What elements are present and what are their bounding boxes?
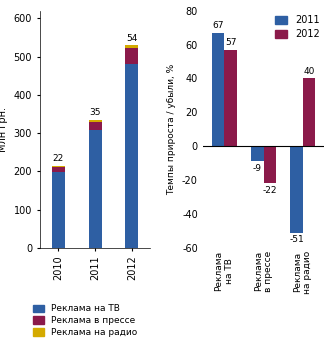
Legend: 2011, 2012: 2011, 2012 — [275, 16, 319, 39]
Y-axis label: Млн грн.: Млн грн. — [0, 107, 8, 152]
Text: 57: 57 — [225, 38, 236, 47]
Bar — [212, 33, 224, 146]
Text: 40: 40 — [304, 67, 315, 76]
Text: -22: -22 — [262, 186, 277, 195]
Y-axis label: Темпы прироста / убыли, %: Темпы прироста / убыли, % — [167, 64, 176, 195]
Bar — [251, 146, 263, 161]
Text: -9: -9 — [253, 164, 262, 173]
Bar — [290, 146, 303, 233]
Text: 35: 35 — [89, 108, 101, 118]
Bar — [224, 50, 237, 146]
Text: 67: 67 — [212, 21, 224, 30]
Bar — [303, 78, 315, 146]
Bar — [125, 45, 138, 48]
Bar — [125, 64, 138, 248]
Bar — [89, 130, 102, 248]
Bar — [89, 121, 102, 130]
Bar — [52, 166, 65, 167]
Bar — [52, 172, 65, 248]
Text: 54: 54 — [126, 34, 138, 43]
Text: -51: -51 — [289, 235, 304, 244]
Text: 22: 22 — [53, 154, 64, 163]
Bar — [263, 146, 276, 183]
Legend: Реклама на ТВ, Реклама в прессе, Реклама на радио: Реклама на ТВ, Реклама в прессе, Реклама… — [33, 304, 137, 337]
Bar — [89, 120, 102, 121]
Bar — [52, 167, 65, 172]
Bar — [125, 48, 138, 64]
